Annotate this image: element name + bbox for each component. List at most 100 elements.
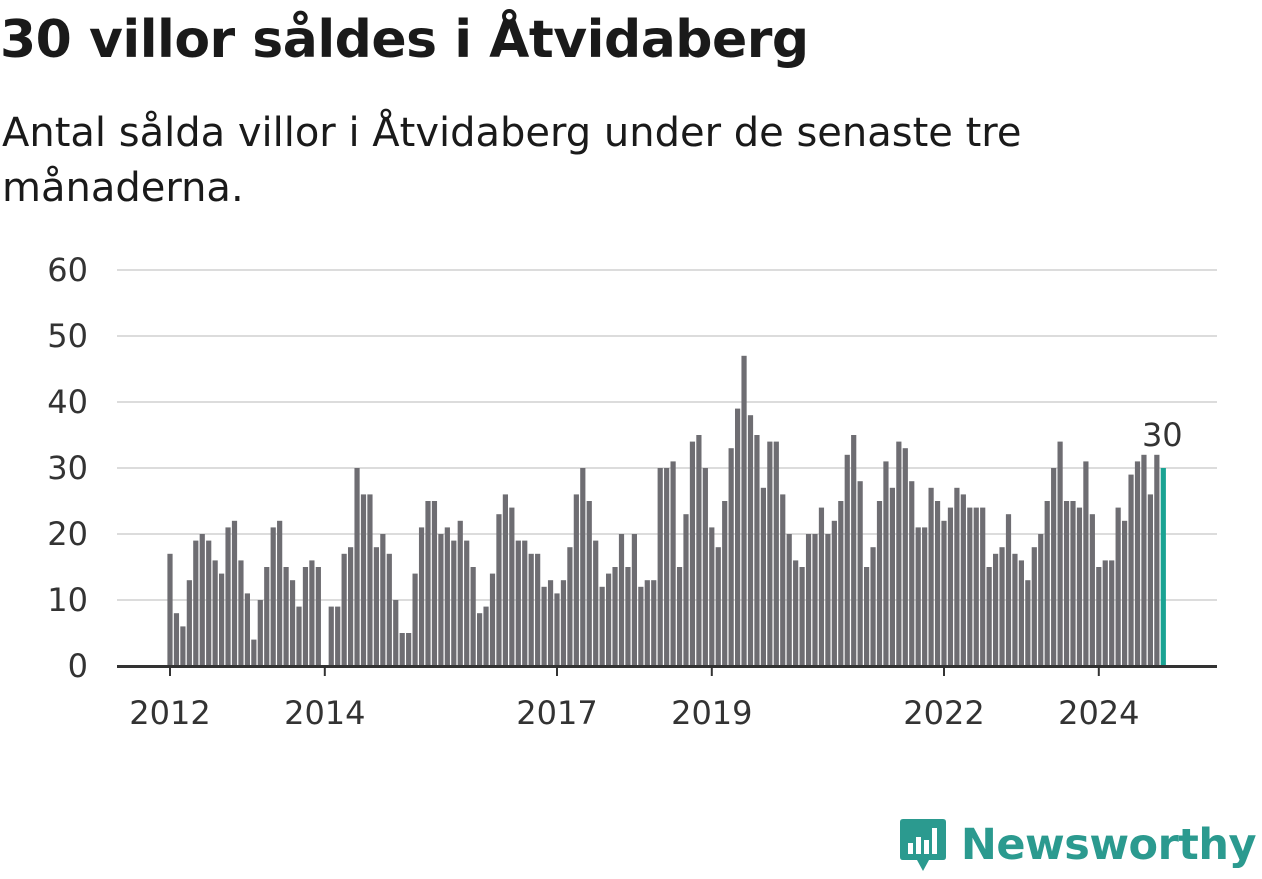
bar: [1051, 468, 1057, 666]
y-tick-label: 30: [47, 449, 88, 487]
bar: [528, 553, 534, 666]
bar: [896, 441, 902, 666]
bar: [457, 520, 463, 666]
bar: [489, 573, 496, 666]
bar: [509, 507, 515, 666]
bar: [786, 534, 792, 666]
bar: [1070, 501, 1076, 666]
bar: [799, 567, 805, 666]
bar: [425, 501, 431, 666]
x-tick-label: 2014: [284, 694, 365, 732]
bar: [960, 494, 966, 666]
bar: [773, 441, 779, 666]
bar: [657, 468, 663, 666]
bar: [1018, 560, 1024, 666]
bar: [270, 527, 276, 666]
bar: [941, 520, 947, 666]
bar: [186, 580, 192, 666]
bar: [360, 494, 367, 666]
bar: [1134, 461, 1141, 666]
bar: [1076, 507, 1083, 666]
y-tick-label: 10: [47, 581, 88, 619]
bar: [999, 547, 1005, 666]
bar: [328, 606, 334, 666]
bar: [1012, 553, 1018, 666]
bar: [1128, 474, 1134, 666]
bar: [244, 593, 250, 666]
bar: [567, 547, 573, 666]
bar: [934, 501, 941, 666]
y-tick-label: 0: [68, 647, 88, 685]
bar: [277, 520, 283, 666]
bar: [451, 540, 457, 666]
y-axis-ticks: 0 10 20 30 40 50 60: [47, 251, 88, 685]
bar: [676, 567, 683, 666]
bar: [180, 626, 186, 666]
bar: [876, 501, 883, 666]
bar: [1083, 461, 1089, 666]
bar: [309, 560, 315, 666]
bar: [238, 560, 244, 666]
bar: [464, 540, 470, 666]
bar: [664, 468, 670, 666]
bar: [902, 448, 908, 666]
bar: [1057, 441, 1063, 666]
bar: [438, 534, 444, 666]
bar: [812, 534, 818, 666]
bar: [857, 481, 863, 666]
bar: [283, 567, 289, 666]
bar: [251, 639, 257, 666]
bar: [986, 567, 992, 666]
bar: [335, 606, 341, 666]
bar: [412, 573, 418, 666]
bar: [947, 507, 954, 666]
bar: [973, 507, 979, 666]
bar: [547, 580, 554, 666]
bar: [851, 435, 857, 666]
bar: [296, 606, 302, 666]
bar: [909, 481, 915, 666]
bar: [702, 468, 708, 666]
bar: [728, 448, 734, 666]
bar: [838, 501, 844, 666]
bar: [431, 501, 438, 666]
bar: [470, 567, 476, 666]
bar: [709, 527, 715, 666]
bar: [747, 415, 754, 666]
bar: [199, 534, 205, 666]
bar: [1102, 560, 1108, 666]
bar: [522, 540, 528, 666]
bar: [386, 553, 392, 666]
bar: [1063, 501, 1070, 666]
bar: [1044, 501, 1050, 666]
bar: [599, 586, 605, 666]
x-tick-label: 2017: [516, 694, 597, 732]
bar: [206, 540, 212, 666]
bar: [864, 567, 870, 666]
bar: [580, 468, 586, 666]
bar: [496, 514, 502, 666]
chart-subtitle: Antal sålda villor i Åtvidaberg under de…: [2, 110, 1022, 211]
bar: [373, 547, 379, 666]
y-tick-label: 50: [47, 317, 88, 355]
bar: [993, 553, 999, 666]
newsworthy-logo-icon: [899, 819, 946, 871]
bar: [541, 586, 547, 666]
bar: [606, 573, 612, 666]
bar: [825, 534, 831, 666]
bar: [315, 567, 321, 666]
y-tick-label: 20: [47, 515, 88, 553]
bar: [444, 527, 450, 666]
bar: [302, 567, 309, 666]
bar: [715, 547, 721, 666]
bar: [225, 527, 231, 666]
bar: [1147, 494, 1153, 666]
chart-title: 30 villor såldes i Åtvidaberg: [0, 10, 809, 70]
bar: [644, 580, 650, 666]
bar: [1031, 547, 1037, 666]
bar: [348, 547, 354, 666]
bar: [722, 501, 728, 666]
bar: [967, 507, 973, 666]
bar: [767, 441, 773, 666]
